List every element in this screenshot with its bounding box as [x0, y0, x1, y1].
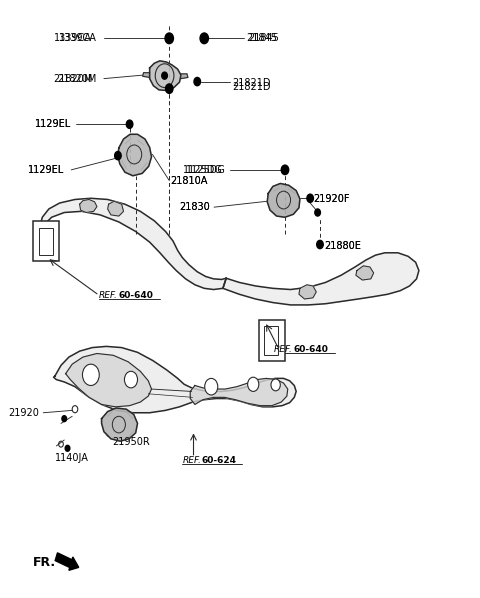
Text: 21820M: 21820M [53, 74, 92, 84]
Polygon shape [108, 202, 123, 216]
Text: 21845: 21845 [249, 33, 279, 43]
Polygon shape [39, 199, 226, 289]
Circle shape [124, 371, 137, 388]
Text: 21920F: 21920F [313, 194, 349, 205]
Circle shape [126, 120, 133, 129]
Text: 1129EL: 1129EL [28, 165, 64, 175]
Circle shape [65, 446, 70, 451]
Polygon shape [118, 135, 152, 176]
Text: 60-640: 60-640 [294, 345, 329, 354]
Text: REF.: REF. [99, 291, 118, 300]
Circle shape [307, 194, 313, 203]
Text: REF.: REF. [274, 345, 293, 354]
Text: 21920F: 21920F [313, 194, 349, 205]
Text: 1125DG: 1125DG [186, 165, 226, 175]
Circle shape [83, 364, 99, 386]
Text: 60-640: 60-640 [119, 291, 154, 300]
Text: 21920: 21920 [9, 408, 39, 418]
Circle shape [271, 379, 280, 391]
Text: 21830: 21830 [180, 202, 210, 212]
Bar [38, 228, 53, 255]
Text: 21821D: 21821D [233, 82, 271, 92]
Polygon shape [143, 73, 150, 77]
Circle shape [115, 151, 121, 160]
Text: REF.: REF. [182, 456, 201, 465]
Polygon shape [181, 74, 188, 78]
Circle shape [166, 84, 173, 93]
Text: 21830: 21830 [180, 202, 210, 212]
Text: 21821D: 21821D [233, 78, 271, 89]
Circle shape [162, 72, 168, 79]
Text: 21950R: 21950R [112, 437, 150, 447]
Text: 1129EL: 1129EL [35, 118, 71, 129]
Polygon shape [66, 353, 152, 407]
Circle shape [281, 165, 288, 175]
Polygon shape [190, 379, 288, 405]
Polygon shape [356, 266, 373, 280]
Text: 1140JA: 1140JA [55, 453, 89, 463]
Circle shape [204, 379, 218, 395]
Text: 21820M: 21820M [58, 74, 97, 84]
Text: 1129EL: 1129EL [28, 165, 64, 175]
Circle shape [317, 240, 323, 249]
Polygon shape [80, 200, 97, 212]
Bar [33, 221, 59, 261]
Text: 1339CA: 1339CA [54, 33, 92, 43]
Text: 1129EL: 1129EL [35, 119, 71, 129]
Polygon shape [53, 346, 296, 413]
Text: 21880E: 21880E [324, 240, 361, 251]
Polygon shape [267, 184, 300, 217]
Circle shape [62, 416, 67, 422]
Polygon shape [299, 285, 316, 299]
Polygon shape [150, 61, 181, 90]
Circle shape [194, 77, 201, 86]
Polygon shape [102, 408, 137, 441]
Circle shape [315, 209, 321, 216]
FancyArrow shape [55, 553, 79, 570]
Text: 21810A: 21810A [170, 175, 207, 185]
Circle shape [248, 377, 259, 392]
Text: 21845: 21845 [247, 33, 277, 43]
Circle shape [200, 33, 208, 44]
Circle shape [165, 33, 173, 44]
Text: FR.: FR. [33, 556, 56, 569]
Bar [264, 327, 278, 355]
Text: 1339CA: 1339CA [59, 33, 97, 43]
Text: 60-624: 60-624 [202, 456, 237, 465]
Text: 21880E: 21880E [324, 240, 361, 251]
Bar [259, 320, 285, 361]
Text: 1125DG: 1125DG [183, 165, 223, 175]
Text: 21810A: 21810A [170, 175, 207, 185]
Polygon shape [223, 253, 419, 305]
